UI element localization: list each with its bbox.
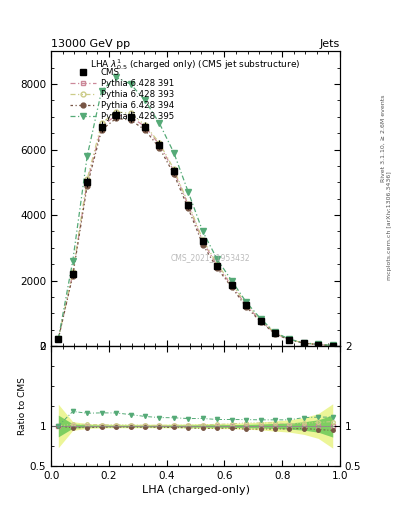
Y-axis label: Ratio to CMS: Ratio to CMS [18,377,27,435]
Text: Jets: Jets [320,38,340,49]
Text: LHA $\lambda^{1}_{0.5}$ (charged only) (CMS jet substructure): LHA $\lambda^{1}_{0.5}$ (charged only) (… [90,57,301,72]
Text: mcplots.cern.ch [arXiv:1306.3436]: mcplots.cern.ch [arXiv:1306.3436] [387,172,391,281]
Text: 13000 GeV pp: 13000 GeV pp [51,38,130,49]
Text: CMS_2021_I1953432: CMS_2021_I1953432 [170,253,250,262]
Legend: CMS, Pythia 6.428 391, Pythia 6.428 393, Pythia 6.428 394, Pythia 6.428 395: CMS, Pythia 6.428 391, Pythia 6.428 393,… [67,65,177,125]
Text: Rivet 3.1.10, ≥ 2.6M events: Rivet 3.1.10, ≥ 2.6M events [381,94,386,182]
X-axis label: LHA (charged-only): LHA (charged-only) [141,485,250,495]
